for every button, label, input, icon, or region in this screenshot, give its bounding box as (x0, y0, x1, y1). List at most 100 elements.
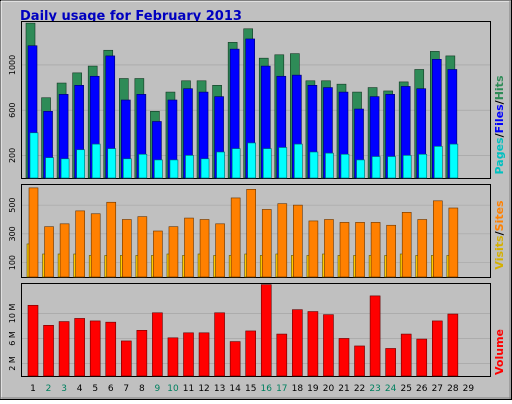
sites-bar (184, 217, 194, 278)
pages-bar (138, 153, 148, 179)
day-label: 23 (369, 384, 380, 394)
visits-sites-legend-part: / (493, 230, 506, 235)
sites-bar (355, 222, 365, 278)
visits-sites-legend: Visits/Sites (493, 200, 506, 270)
day-label: 3 (61, 384, 67, 394)
day-label: 28 (447, 384, 459, 394)
day-label: 25 (400, 384, 411, 394)
volume-bar (276, 333, 288, 377)
day-label: 6 (108, 384, 114, 394)
sites-bar (417, 219, 428, 278)
day-label: 5 (92, 384, 98, 394)
sites-bar (386, 224, 396, 278)
volume-legend: Volume (493, 329, 506, 375)
volume-bar (167, 337, 179, 377)
sites-bar (168, 226, 179, 278)
pages-bar (278, 147, 288, 179)
pages-bar (433, 146, 443, 179)
day-label: 1 (30, 384, 36, 394)
pages-bar (154, 159, 163, 179)
day-label: 4 (77, 384, 83, 394)
day-label: 21 (338, 384, 349, 394)
day-label: 7 (123, 384, 129, 394)
volume-bar (214, 312, 225, 377)
day-label: 18 (292, 384, 304, 394)
top-ytick-label: 600 (8, 103, 17, 118)
sites-bar (246, 189, 256, 278)
sites-bar (230, 197, 241, 278)
volume-bar (369, 295, 381, 377)
day-label: 15 (245, 384, 256, 394)
volume-bar (245, 330, 256, 377)
sites-bar (261, 209, 272, 278)
pages-bar (45, 157, 54, 179)
sites-bar (106, 201, 117, 278)
pages-bar (200, 158, 210, 179)
pages-bar (402, 155, 412, 179)
sites-bar (90, 213, 101, 278)
volume-bar (183, 332, 194, 377)
pages-bar (325, 152, 334, 179)
day-label: 12 (198, 384, 209, 394)
pages-bar (91, 143, 101, 179)
day-label: 29 (463, 384, 475, 394)
sites-bar (448, 207, 459, 278)
pages-bar (216, 151, 225, 179)
sites-bar (215, 223, 225, 278)
volume-bar (74, 318, 85, 377)
day-label: 17 (276, 384, 287, 394)
volume-bar (27, 304, 39, 377)
visits-sites-legend-part: Sites (493, 200, 506, 231)
pages-bar (123, 158, 132, 179)
volume-bar (323, 314, 334, 377)
hits-files-pages-legend-part: / (493, 132, 506, 137)
hits-files-pages-legend-part: Hits (493, 75, 506, 100)
pages-bar (76, 149, 85, 179)
pages-bar (29, 132, 39, 179)
pages-bar (262, 148, 272, 179)
pages-bar (356, 159, 365, 179)
day-label: 13 (214, 384, 225, 394)
chart-title: Daily usage for February 2013 (20, 9, 242, 24)
volume-bar (385, 348, 396, 377)
volume-bar (260, 284, 272, 377)
bottom-ytick-label: 6 M (8, 331, 17, 346)
day-label: 22 (354, 384, 365, 394)
volume-bar (229, 341, 241, 377)
day-label: 14 (229, 384, 241, 394)
volume-bar (292, 309, 303, 377)
sites-bar (277, 203, 288, 278)
pages-bar (387, 156, 396, 179)
pages-bar (107, 148, 117, 179)
pages-bar (309, 151, 319, 179)
pages-bar (449, 143, 459, 179)
bars (25, 22, 459, 377)
middle-ytick-label: 300 (8, 226, 17, 241)
sites-bar (59, 223, 70, 278)
pages-bar (340, 153, 350, 179)
volume-bar (89, 320, 101, 377)
volume-legend-part: Volume (493, 329, 506, 375)
day-label: 10 (167, 384, 179, 394)
day-label: 27 (432, 384, 443, 394)
day-label: 11 (183, 384, 194, 394)
sites-bar (370, 222, 381, 278)
bottom-ytick-label: 2 M (8, 356, 17, 371)
day-label: 8 (139, 384, 145, 394)
volume-bar (416, 338, 428, 377)
sites-bar (339, 222, 350, 278)
sites-bar (122, 219, 132, 278)
middle-ytick-label: 500 (8, 197, 17, 212)
sites-bar (137, 216, 148, 278)
pages-bar (418, 153, 428, 179)
top-ytick-label: 200 (8, 148, 17, 163)
sites-bar (401, 212, 412, 278)
hits-files-pages-legend-part: / (493, 99, 506, 104)
pages-bar (247, 142, 256, 179)
volume-bar (354, 345, 365, 377)
pages-bar (185, 155, 194, 179)
pages-bar (60, 158, 70, 179)
sites-bar (308, 220, 319, 278)
